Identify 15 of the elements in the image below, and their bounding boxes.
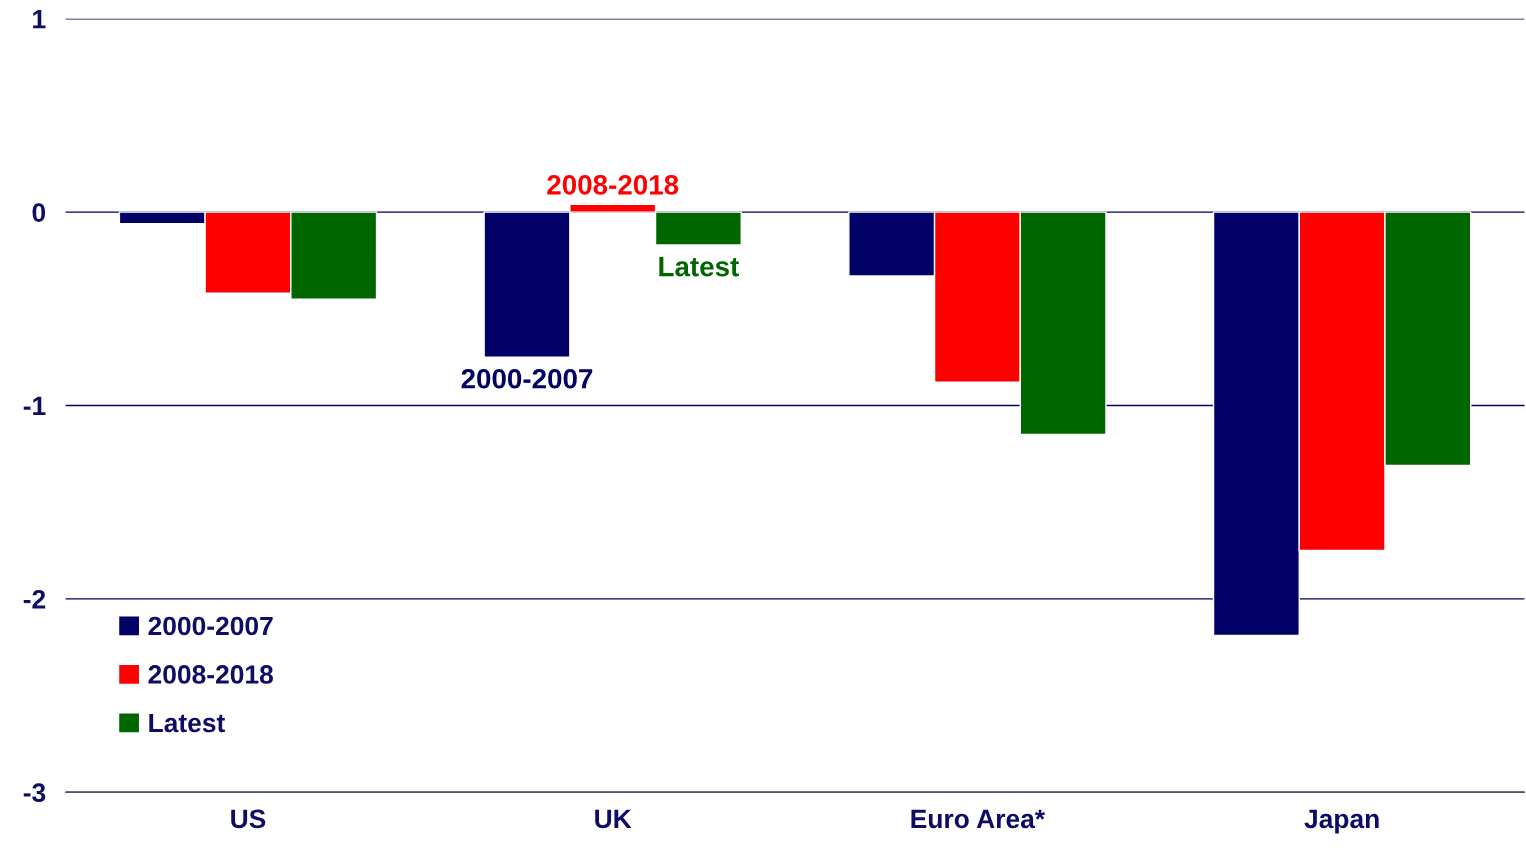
x-tick-label: US bbox=[231, 809, 266, 829]
legend-label: 2000-2007 bbox=[148, 616, 273, 636]
y-tick-label: 0 bbox=[32, 203, 46, 222]
x-tick-label: Japan bbox=[1304, 809, 1379, 834]
y-tick-label: -1 bbox=[23, 396, 46, 416]
x-tick-label: Euro Area* bbox=[911, 809, 1046, 829]
annotation: 2008-2018 bbox=[547, 175, 679, 195]
annotation: Latest bbox=[659, 257, 739, 277]
y-tick-label: -3 bbox=[23, 783, 46, 803]
legend-label: 2008-2018 bbox=[148, 665, 273, 684]
legend-label: Latest bbox=[149, 713, 225, 733]
annotation: 2000-2007 bbox=[461, 368, 593, 389]
y-tick-label: 1 bbox=[33, 10, 46, 29]
x-tick-label: UK bbox=[595, 809, 632, 829]
y-tick-label: -2 bbox=[23, 589, 46, 609]
